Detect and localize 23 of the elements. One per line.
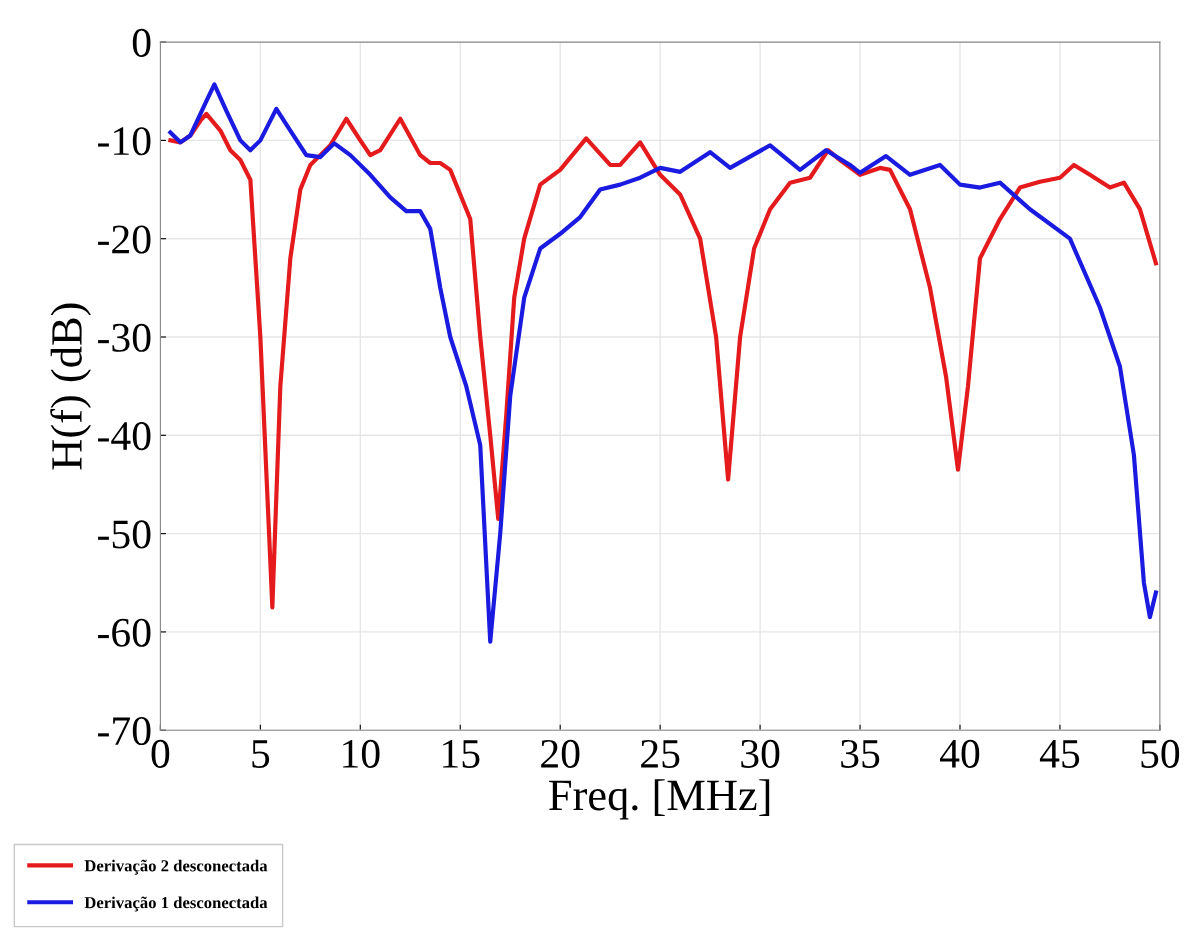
y-tick-label: -50: [98, 520, 151, 549]
legend-label: Derivação 2 desconectada: [84, 859, 268, 875]
x-tick-label: 15: [443, 739, 480, 768]
y-tick-label: -70: [98, 716, 151, 746]
x-tick-label: 25: [641, 739, 680, 768]
y-tick-label: -40: [98, 422, 151, 451]
x-tick-label: 5: [252, 740, 270, 768]
x-tick-label: 10: [343, 739, 380, 768]
x-tick-label: 20: [541, 739, 580, 768]
x-tick-label: 35: [841, 739, 880, 768]
x-tick-label: 40: [939, 739, 980, 768]
y-tick-label: -10: [98, 127, 151, 156]
x-tick-label: 45: [1039, 740, 1080, 768]
x-tick-label: 50: [1141, 739, 1180, 768]
y-axis-title: H(f) (dB): [50, 303, 91, 470]
y-tick-label: 0: [132, 28, 151, 57]
x-tick-label: 0: [151, 739, 170, 768]
legend-label: Derivação 1 desconectada: [84, 896, 268, 912]
x-tick-label: 30: [741, 739, 780, 768]
x-axis-title: Freq. [MHz]: [549, 779, 770, 820]
y-tick-label: -30: [98, 323, 151, 352]
y-tick-label: -20: [98, 225, 151, 254]
y-tick-label: -60: [98, 618, 151, 647]
